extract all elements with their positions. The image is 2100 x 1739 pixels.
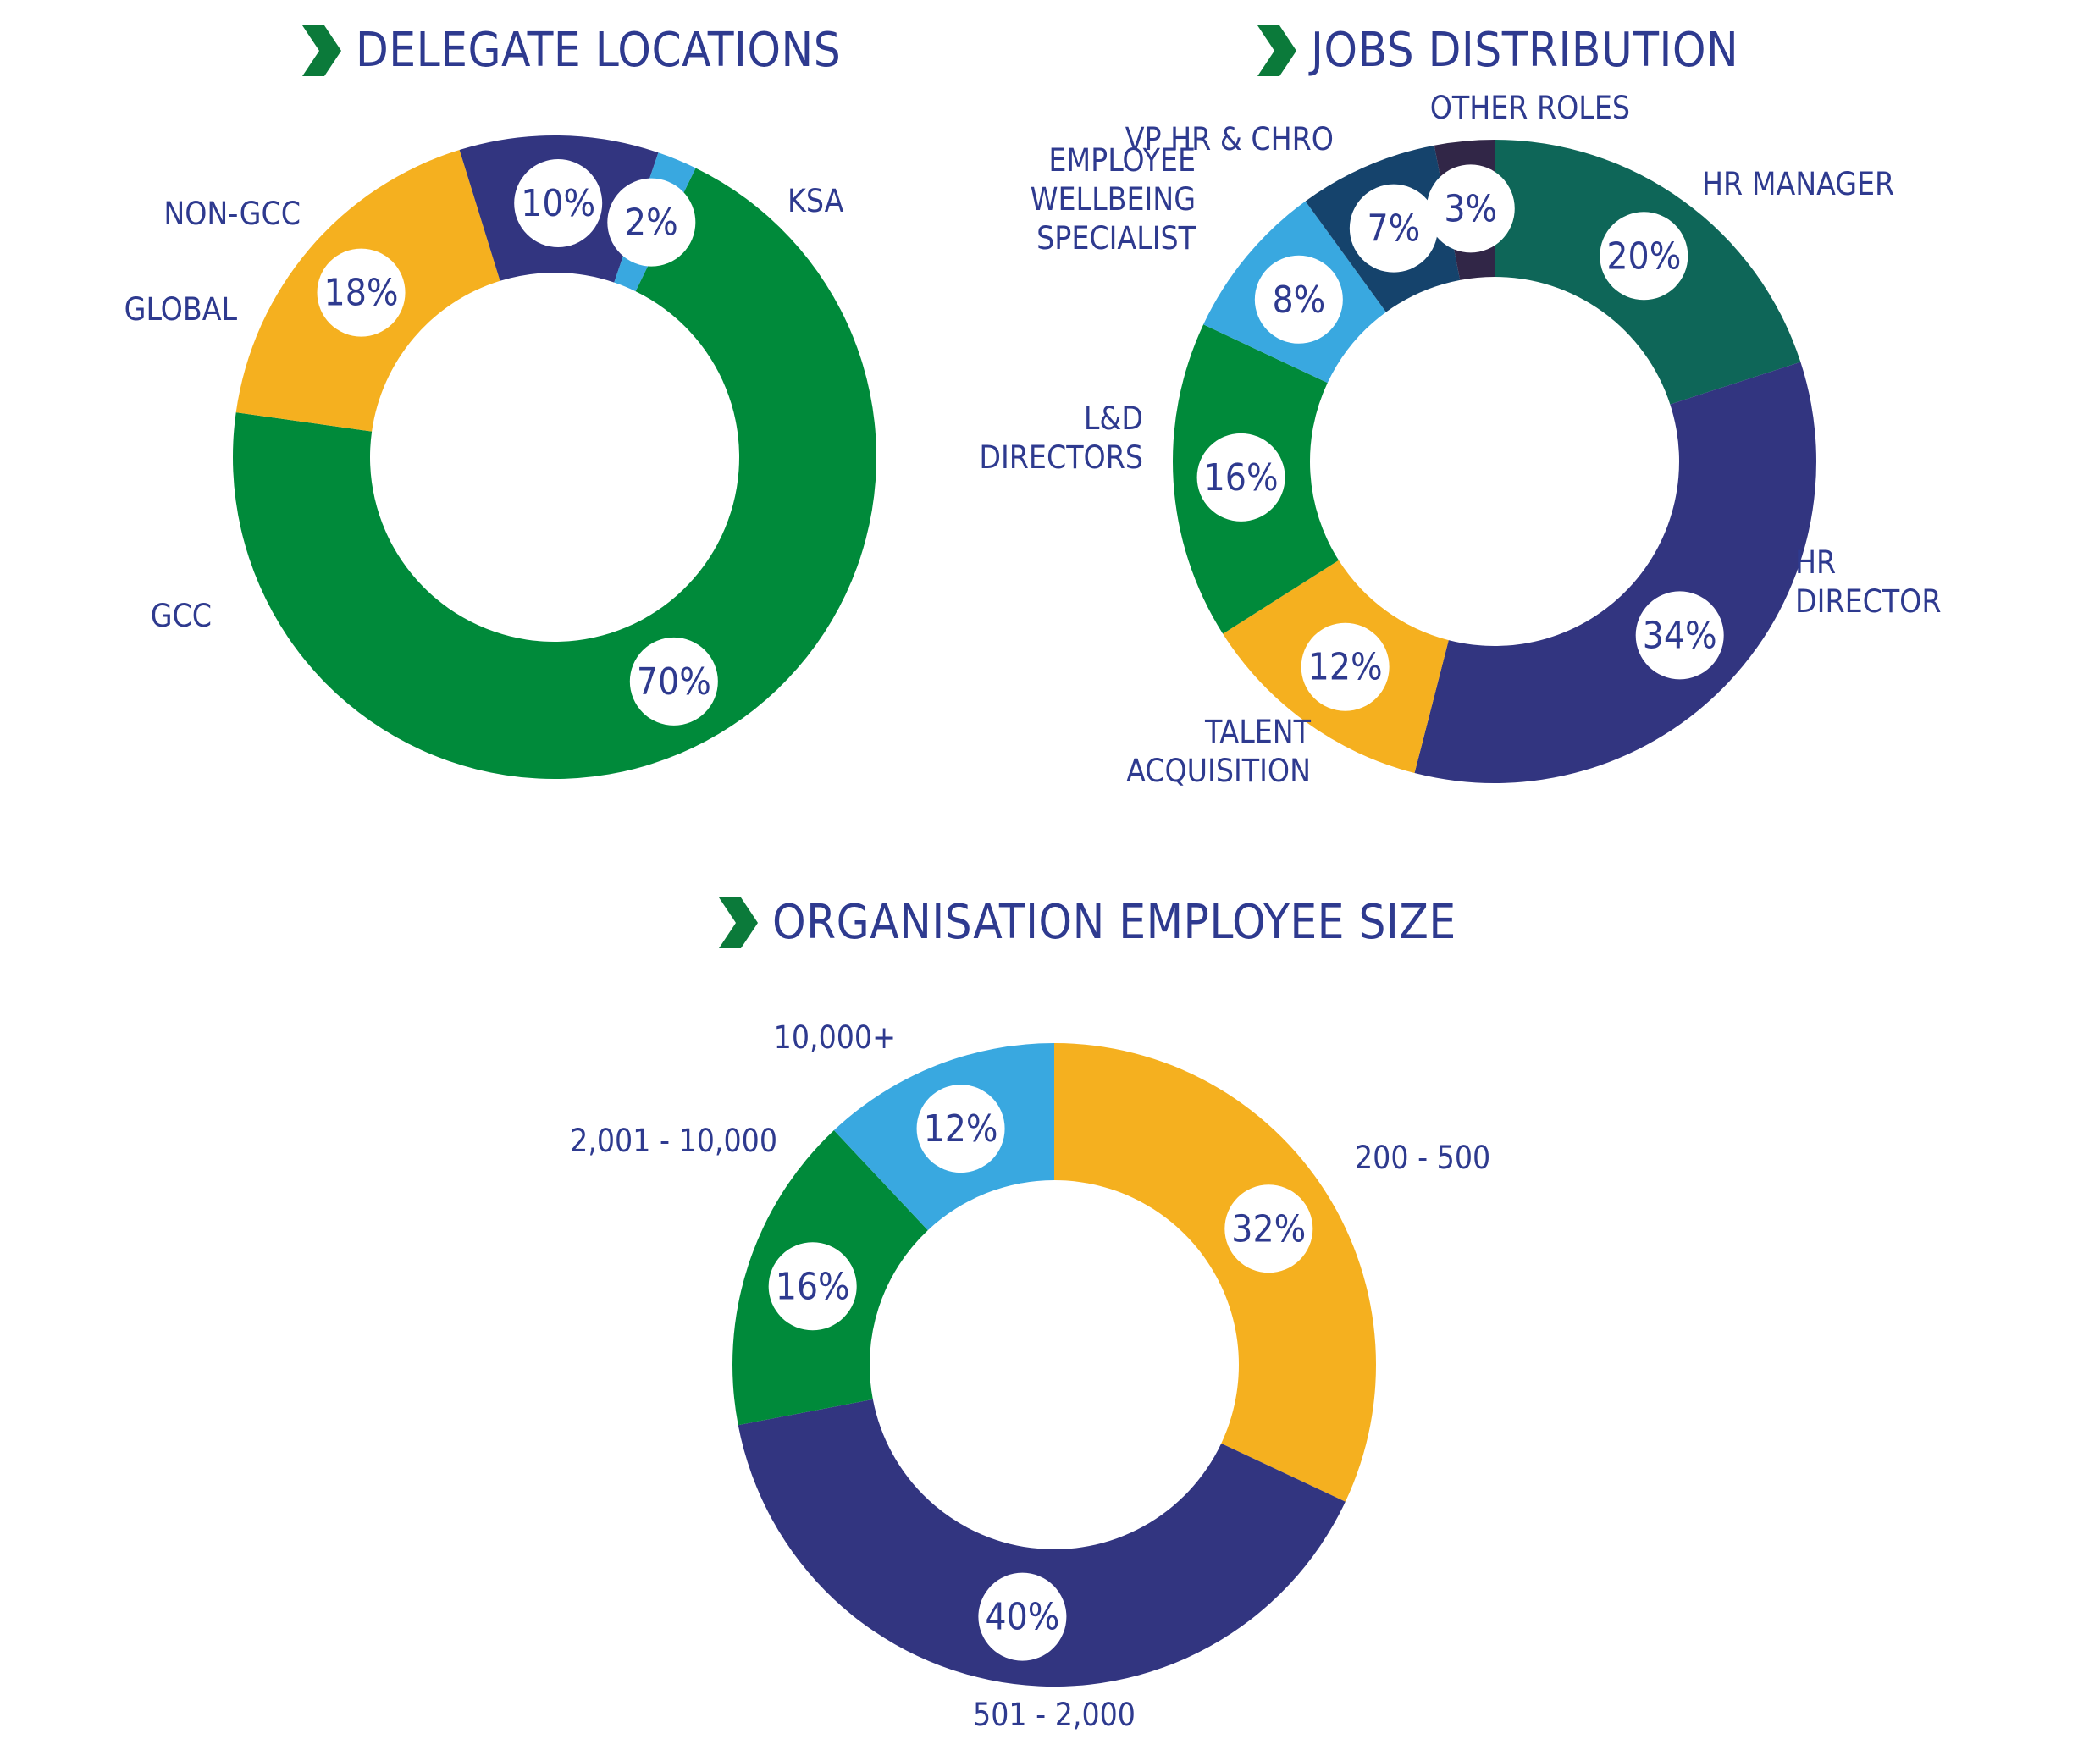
donut-slice-hr-director <box>1414 362 1816 783</box>
slice-label-landd-directors: L&D DIRECTORS <box>979 400 1143 476</box>
percent-badge <box>1224 1184 1313 1273</box>
chart-title: JOBS DISTRIBUTION <box>1308 23 1738 78</box>
slice-label-501-2-000: 501 - 2,000 <box>973 1697 1136 1733</box>
percent-label-talent-acquisition: 12% <box>1308 646 1383 689</box>
slice-label-other-roles: OTHER ROLES <box>1430 90 1630 126</box>
percent-label-ksa: 70% <box>637 660 711 704</box>
percent-badge <box>1635 591 1724 680</box>
slice-label-talent-acquisition: TALENT ACQUISITION <box>1126 714 1312 789</box>
slice-label-10-000: 10,000+ <box>774 1019 896 1056</box>
percent-badge <box>1349 184 1438 273</box>
percent-label-2-001-10-000: 16% <box>776 1265 850 1308</box>
percent-badge <box>629 637 718 726</box>
chart-title: ORGANISATION EMPLOYEE SIZE <box>772 895 1456 950</box>
percent-badge <box>514 159 603 248</box>
donut-slice-501-2-000 <box>738 1399 1346 1687</box>
percent-label-non-gcc: 2% <box>625 202 678 245</box>
donut-slice-ksa <box>232 168 876 780</box>
percent-badge <box>916 1085 1005 1173</box>
percent-badge <box>1196 433 1285 522</box>
percent-label-200-500: 32% <box>1231 1207 1306 1250</box>
percent-badge <box>1301 622 1390 711</box>
percent-label-hr-director: 34% <box>1643 614 1717 657</box>
slice-label-200-500: 200 - 500 <box>1355 1140 1490 1176</box>
percent-label-hr-manager: 20% <box>1606 235 1681 278</box>
slice-label-ksa: KSA <box>788 183 844 219</box>
chevron-icon <box>302 25 341 76</box>
chevron-icon <box>1257 25 1296 76</box>
percent-label-employee-wellbeing-specialist: 8% <box>1272 279 1325 322</box>
percent-label-501-2-000: 40% <box>985 1596 1059 1639</box>
percent-label-gcc: 18% <box>324 272 399 315</box>
percent-label-vp-hr-and-chro: 7% <box>1367 207 1420 251</box>
percent-badge <box>607 178 696 267</box>
percent-label-global: 10% <box>521 182 595 225</box>
donut-slice-200-500 <box>1054 1043 1376 1502</box>
organisation-employee-size-chart: ORGANISATION EMPLOYEE SIZE 32% 200 - 500 40… <box>570 895 1490 1733</box>
percent-label-10-000: 12% <box>924 1107 998 1151</box>
percent-badge <box>1600 212 1688 301</box>
percent-badge <box>1254 255 1343 344</box>
percent-badge <box>317 248 406 337</box>
chevron-icon <box>719 897 758 948</box>
slice-label-hr-manager: HR MANAGER <box>1702 166 1894 202</box>
jobs-distribution-chart: JOBS DISTRIBUTION 20% HR MANAGER 34% HR DIREC… <box>979 23 1941 789</box>
percent-label-landd-directors: 16% <box>1204 456 1279 500</box>
percent-badge <box>768 1242 857 1331</box>
slice-label-hr-director: HR DIRECTOR <box>1795 544 1942 620</box>
delegate-locations-chart: DELEGATE LOCATIONS 70% KSA 18% GCC 10% GLOBAL 2… <box>124 23 876 780</box>
chart-title: DELEGATE LOCATIONS <box>356 23 841 78</box>
slice-label-employee-wellbeing-specialist: EMPLOYEE WELLBEING SPECIALIST <box>1031 142 1196 257</box>
slice-label-gcc: GCC <box>151 598 212 634</box>
slice-label-non-gcc: NON-GCC <box>163 196 301 232</box>
percent-badge <box>1426 164 1515 253</box>
percent-badge <box>978 1572 1067 1661</box>
slice-label-2-001-10-000: 2,001 - 10,000 <box>570 1123 777 1159</box>
percent-label-other-roles: 3% <box>1444 187 1497 230</box>
slice-label-global: GLOBAL <box>124 291 238 328</box>
slice-label-vp-hr-and-chro: VP HR & CHRO <box>1125 121 1334 157</box>
